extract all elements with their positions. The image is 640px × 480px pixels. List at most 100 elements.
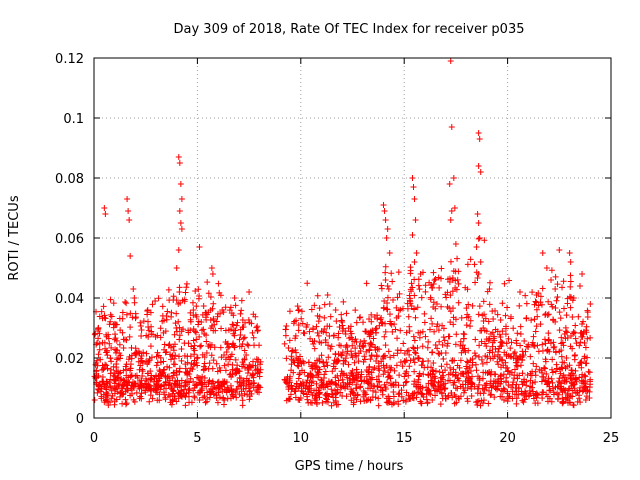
data-point	[308, 373, 315, 380]
data-point	[338, 311, 345, 318]
data-point	[360, 387, 367, 394]
data-point	[246, 377, 253, 384]
data-point	[309, 391, 316, 398]
data-point	[241, 334, 248, 341]
data-point	[578, 364, 585, 371]
data-point	[207, 307, 214, 314]
data-point	[178, 345, 185, 352]
data-point	[552, 286, 559, 292]
data-point	[387, 354, 394, 361]
data-point	[561, 377, 568, 384]
data-point	[311, 337, 318, 344]
data-point	[419, 343, 426, 350]
data-point	[113, 356, 120, 363]
data-point	[127, 310, 134, 317]
data-point	[186, 385, 193, 392]
data-point	[428, 284, 435, 291]
data-point	[201, 375, 208, 382]
data-point	[462, 284, 469, 291]
data-point	[483, 359, 490, 366]
data-point	[414, 304, 421, 311]
data-point	[476, 381, 483, 388]
data-point	[165, 342, 172, 349]
data-point	[300, 329, 307, 336]
data-point	[106, 379, 113, 386]
data-point	[326, 333, 333, 340]
data-point	[494, 358, 501, 365]
data-point	[138, 395, 145, 402]
data-point	[193, 336, 200, 343]
data-point	[311, 345, 318, 352]
data-point	[370, 382, 377, 389]
data-point	[575, 313, 582, 320]
data-point	[395, 391, 402, 398]
data-point	[210, 317, 217, 324]
data-point	[405, 392, 412, 399]
data-point	[513, 340, 520, 347]
data-point	[176, 160, 183, 166]
data-point	[502, 312, 509, 319]
data-point	[107, 399, 114, 406]
data-point	[175, 154, 182, 160]
data-point	[533, 363, 540, 370]
data-point	[137, 322, 144, 329]
data-point	[237, 331, 244, 338]
x-tick-label: 25	[603, 431, 620, 446]
chart-title: Day 309 of 2018, Rate Of TEC Index for r…	[174, 22, 525, 37]
data-point	[572, 377, 579, 384]
data-point	[483, 343, 490, 350]
data-point	[577, 399, 584, 406]
data-point	[256, 384, 263, 391]
data-point	[486, 279, 493, 286]
data-point	[587, 301, 594, 307]
data-point	[497, 317, 504, 324]
data-point	[415, 276, 422, 283]
data-point	[539, 250, 546, 256]
data-point	[137, 382, 144, 389]
data-point	[478, 338, 485, 345]
data-point	[281, 340, 288, 347]
data-point	[310, 325, 317, 332]
data-point	[112, 335, 119, 342]
data-point	[257, 361, 264, 368]
data-point	[314, 368, 321, 375]
data-point	[196, 333, 203, 340]
data-point	[144, 361, 151, 368]
data-point	[119, 309, 126, 316]
data-point	[386, 250, 393, 256]
data-point	[454, 385, 461, 392]
data-point	[523, 343, 530, 350]
data-point	[390, 352, 397, 359]
data-point	[442, 385, 449, 392]
data-point	[572, 335, 579, 342]
data-point	[298, 360, 305, 367]
data-point	[283, 323, 290, 330]
data-point	[231, 295, 238, 301]
data-point	[560, 372, 567, 379]
data-point	[570, 401, 577, 408]
data-point	[152, 373, 159, 380]
data-point	[472, 279, 479, 286]
data-point	[295, 306, 302, 313]
data-point	[384, 306, 391, 313]
data-point	[370, 366, 377, 373]
data-point	[321, 301, 328, 308]
data-point	[479, 360, 486, 367]
data-point	[297, 370, 304, 377]
data-point	[187, 365, 194, 372]
data-point	[126, 217, 133, 223]
data-point	[342, 327, 349, 334]
data-point	[206, 377, 213, 384]
data-point	[163, 385, 170, 392]
data-point	[527, 377, 534, 384]
data-point	[444, 342, 451, 349]
data-point	[397, 306, 404, 313]
data-point	[584, 307, 591, 314]
data-point	[475, 163, 482, 169]
data-point	[138, 358, 145, 365]
data-point	[405, 313, 412, 320]
data-point	[286, 377, 293, 384]
data-point	[110, 300, 117, 307]
data-point	[493, 386, 500, 393]
data-point	[346, 335, 353, 342]
